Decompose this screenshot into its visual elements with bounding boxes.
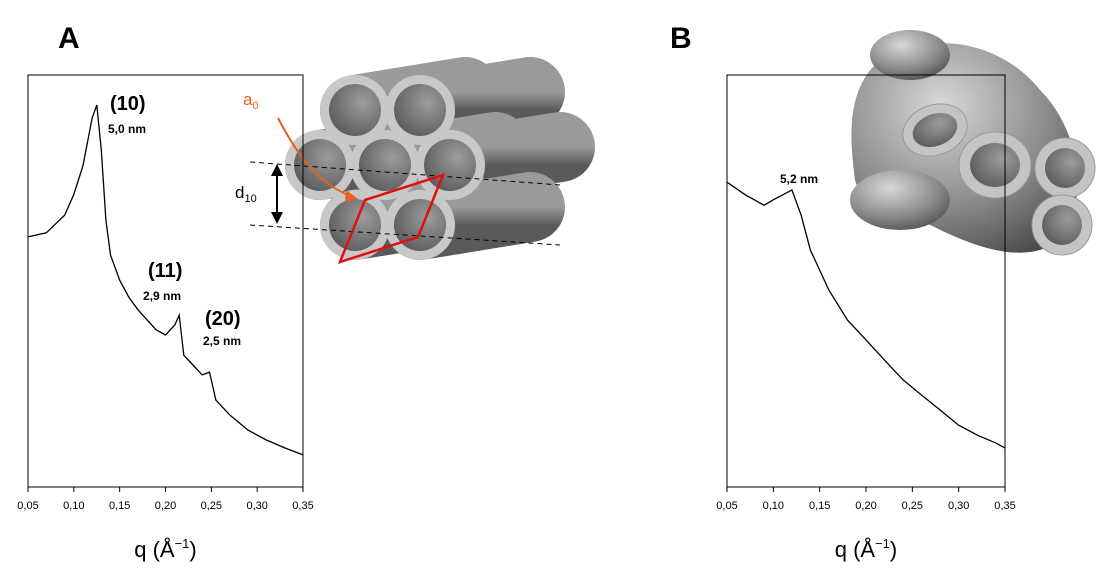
- tube-hole: [329, 84, 381, 136]
- text-part: a: [243, 90, 253, 109]
- x-tick-label: 0,05: [716, 500, 737, 512]
- arrow-head: [271, 164, 283, 176]
- peak-annotation: (11): [148, 260, 182, 282]
- peak-annotation: 5,2 nm: [780, 172, 818, 186]
- peak-annotation: (10): [110, 93, 146, 115]
- hexagonal-bundle: [249, 57, 595, 265]
- scattering-curve: [726, 181, 1006, 449]
- x-tick-label: 0,30: [246, 500, 267, 512]
- tube-hole: [424, 139, 476, 191]
- x-tick-label: 0,05: [17, 500, 38, 512]
- unit-cell: [337, 172, 446, 265]
- text-part: q (Å: [134, 537, 175, 562]
- text-part: −1: [875, 536, 890, 551]
- x-tick-label: 0,25: [201, 500, 222, 512]
- d10-label: d10: [235, 183, 257, 205]
- text-part: d: [235, 183, 244, 202]
- worm-illustration: [850, 30, 1096, 256]
- text-part: ): [189, 537, 196, 562]
- text-part: 10: [244, 193, 256, 205]
- tube-hole: [294, 139, 346, 191]
- arrow-head: [345, 190, 358, 202]
- x-tick-label: 0,30: [948, 500, 969, 512]
- peak-annotation: 2,5 nm: [203, 334, 241, 348]
- text-part: ): [890, 537, 897, 562]
- tube-hole: [394, 84, 446, 136]
- tube-hole: [394, 199, 446, 251]
- arrow-head: [271, 212, 283, 224]
- a0-label: a0: [243, 90, 259, 112]
- x-tick-label: 0,35: [994, 500, 1015, 512]
- arrow-a0: [277, 117, 356, 199]
- x-tick-label: 0,20: [155, 500, 176, 512]
- x-tick-label: 0,25: [902, 500, 923, 512]
- x-tick-label: 0,15: [109, 500, 130, 512]
- peak-annotation: (20): [205, 308, 241, 330]
- x-tick-label: 0,10: [63, 500, 84, 512]
- panel-label: B: [670, 22, 692, 55]
- peak-annotation: 2,9 nm: [143, 289, 181, 303]
- tube-hole: [359, 139, 411, 191]
- dashed-line: [249, 224, 561, 246]
- text-part: −1: [175, 536, 190, 551]
- x-axis-label: q (Å−1): [134, 536, 197, 562]
- x-axis-label: q (Å−1): [835, 536, 898, 562]
- x-tick-label: 0,10: [763, 500, 784, 512]
- peak-annotation: 5,0 nm: [108, 122, 146, 136]
- dashed-line: [249, 161, 561, 186]
- text-part: q (Å: [835, 537, 876, 562]
- x-tick-label: 0,20: [855, 500, 876, 512]
- x-tick-label: 0,35: [292, 500, 313, 512]
- scattering-curve: [27, 104, 304, 456]
- x-tick-label: 0,15: [809, 500, 830, 512]
- panel-label: A: [58, 22, 80, 55]
- text-part: 0: [252, 100, 258, 112]
